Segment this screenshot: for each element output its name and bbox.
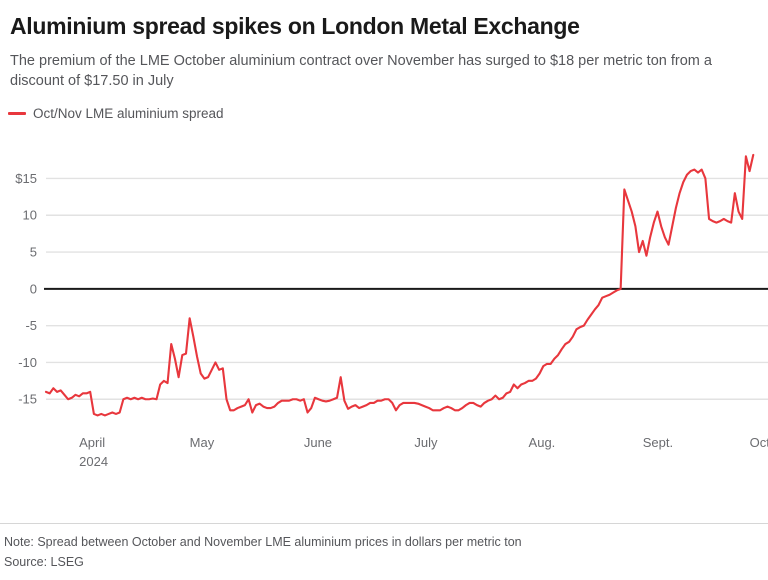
x-axis-tick-label: Oct. bbox=[750, 435, 768, 450]
chart-legend: Oct/Nov LME aluminium spread bbox=[8, 106, 768, 121]
footer-source: Source: LSEG bbox=[4, 554, 84, 569]
legend-item-label: Oct/Nov LME aluminium spread bbox=[33, 105, 224, 121]
chart-plot-area: $15 10 5 0 -5 -10 -15 April 2024 May June July Aug.… bbox=[0, 125, 768, 470]
y-axis-tick-label: $15 bbox=[15, 171, 37, 186]
footer-divider bbox=[0, 523, 768, 524]
y-axis-tick-label: -10 bbox=[18, 355, 37, 370]
x-axis-tick-label: June bbox=[304, 435, 332, 450]
chart-header: Aluminium spread spikes on London Metal … bbox=[0, 0, 768, 92]
y-axis-tick-label: -5 bbox=[25, 318, 37, 333]
page-title: Aluminium spread spikes on London Metal … bbox=[10, 13, 580, 39]
y-axis-tick-labels: $15 10 5 0 -5 -10 -15 bbox=[15, 171, 37, 407]
x-axis-year-label: 2024 bbox=[79, 454, 108, 469]
x-axis-tick-label: Sept. bbox=[643, 435, 673, 450]
x-axis-tick-label: May bbox=[190, 435, 215, 450]
line-chart-svg: $15 10 5 0 -5 -10 -15 April 2024 May June July Aug.… bbox=[15, 153, 768, 469]
chart-subtitle: The premium of the LME October aluminium… bbox=[10, 52, 712, 90]
y-axis-tick-label: 10 bbox=[23, 208, 37, 223]
x-axis-tick-label: April bbox=[79, 435, 105, 450]
y-axis-tick-label: -15 bbox=[18, 392, 37, 407]
x-axis-tick-labels: April 2024 May June July Aug. Sept. Oct. bbox=[79, 435, 768, 469]
chart-footer: Note: Spread between October and Novembe… bbox=[0, 533, 768, 572]
legend-color-swatch-icon bbox=[8, 111, 26, 115]
x-axis-tick-label: Aug. bbox=[529, 435, 556, 450]
gridlines bbox=[46, 177, 768, 400]
footer-note: Note: Spread between October and Novembe… bbox=[4, 535, 522, 550]
series-path bbox=[44, 153, 755, 417]
y-axis-tick-label: 5 bbox=[30, 244, 37, 259]
x-axis-tick-label: July bbox=[414, 435, 438, 450]
y-axis-tick-label: 0 bbox=[30, 281, 37, 296]
series-line-oct-nov-spread bbox=[44, 153, 755, 417]
